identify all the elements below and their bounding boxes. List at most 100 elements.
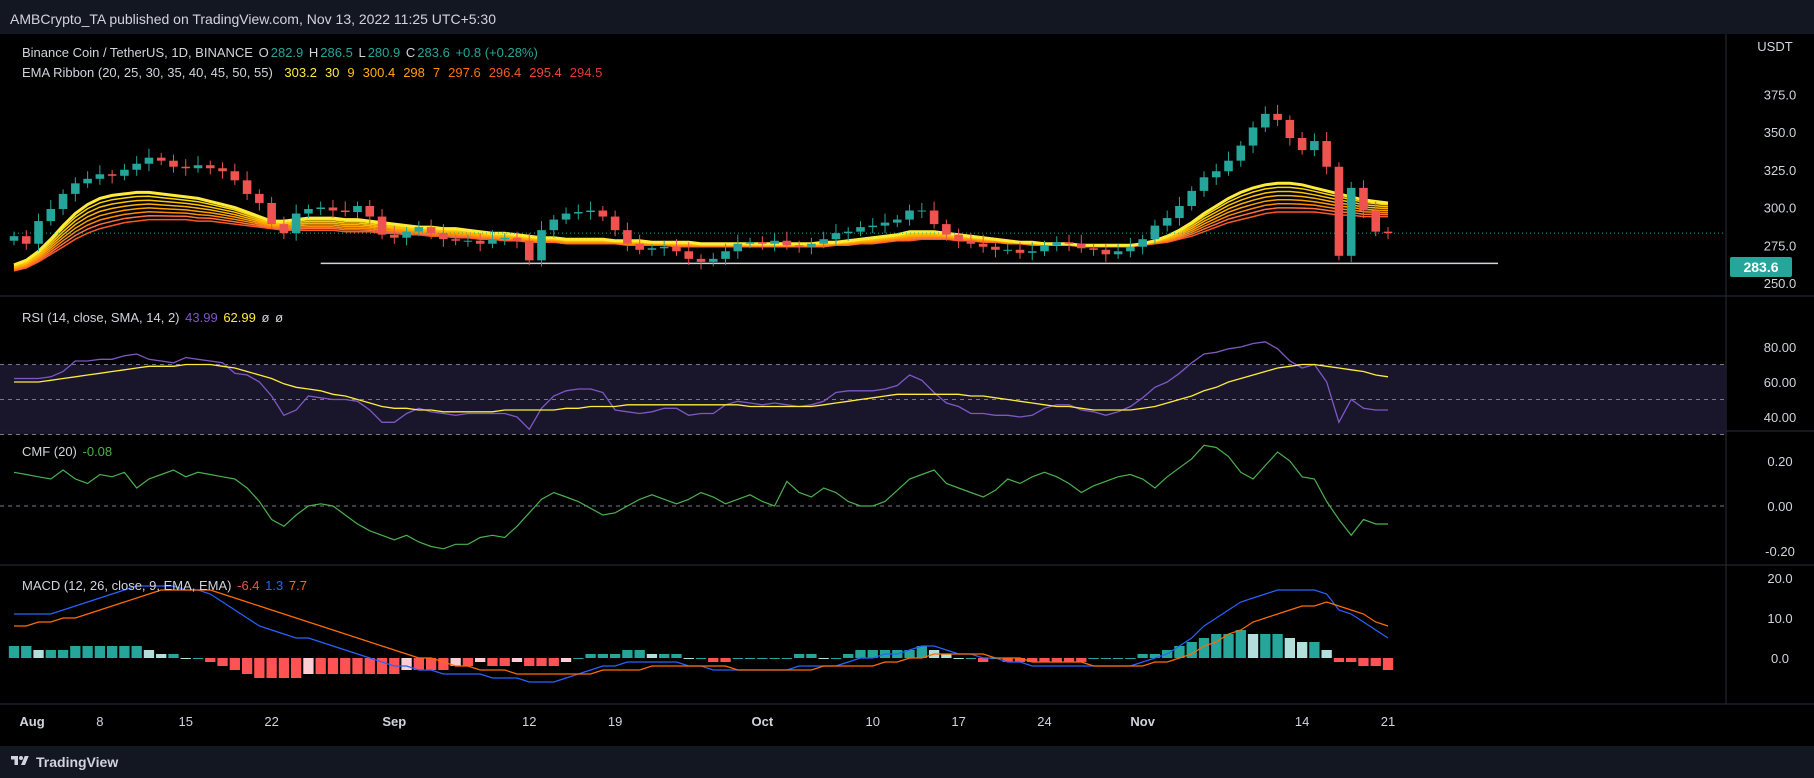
candle-body xyxy=(1077,243,1086,249)
macd-histogram-bar xyxy=(340,658,351,674)
macd-axis-tick: 20.0 xyxy=(1767,571,1792,586)
candle-body xyxy=(169,160,178,167)
rsi-sma-value: 62.99 xyxy=(223,310,256,325)
macd-histogram-bar xyxy=(82,646,93,658)
ema-ribbon-value: 303.2 xyxy=(284,65,317,80)
macd-histogram-bar xyxy=(119,646,130,658)
macd-histogram-bar xyxy=(793,654,805,658)
candle-body xyxy=(120,169,129,176)
candle-body xyxy=(1175,205,1184,219)
macd-histogram-bar xyxy=(168,654,179,658)
macd-histogram-bar xyxy=(806,654,817,658)
candle-body xyxy=(561,213,571,220)
macd-histogram-bar xyxy=(315,658,326,674)
rsi-extra-1: ø xyxy=(261,310,270,325)
macd-histogram-bar xyxy=(1149,654,1161,658)
cmf-label[interactable]: CMF (20) xyxy=(22,444,77,459)
macd-histogram-bar xyxy=(1370,658,1381,666)
macd-histogram-bar xyxy=(1088,658,1099,659)
macd-histogram-bar xyxy=(757,658,768,659)
close-value: 283.6 xyxy=(417,45,450,60)
candle-body xyxy=(230,171,240,181)
chart-svg[interactable]: 375.0350.0325.0300.0275.0250.0USDT80.006… xyxy=(0,34,1814,746)
macd-histogram-bar xyxy=(1223,634,1234,658)
candle-body xyxy=(1027,251,1037,253)
ema-ribbon-legend: EMA Ribbon (20, 25, 30, 35, 40, 45, 50, … xyxy=(22,65,606,80)
candle-body xyxy=(537,230,546,261)
low-label: L xyxy=(358,45,366,60)
candle-body xyxy=(905,210,914,220)
candle-body xyxy=(1371,210,1381,232)
candle-body xyxy=(463,240,473,242)
candle-body xyxy=(353,205,362,213)
macd-histogram-bar xyxy=(953,658,964,659)
macd-histogram-bar xyxy=(548,658,559,666)
ema-ribbon-values: 303.2 30 9 300.4 298 7 297.6 296.4 295.4 294.5 xyxy=(278,65,604,80)
macd-histogram-bar xyxy=(659,654,670,658)
candle-body xyxy=(340,210,350,213)
time-axis-tick: 19 xyxy=(608,714,622,729)
macd-histogram-bar xyxy=(266,658,277,678)
candle-body xyxy=(1126,246,1135,252)
macd-histogram-bar xyxy=(1333,658,1345,662)
candle-body xyxy=(107,174,117,176)
macd-histogram-bar xyxy=(156,654,167,658)
candle-body xyxy=(659,246,669,249)
candle-body xyxy=(95,174,105,179)
macd-histogram-bar xyxy=(192,658,204,659)
candle-body xyxy=(291,213,301,234)
candle-body xyxy=(770,240,779,244)
rsi-value: 43.99 xyxy=(185,310,218,325)
publish-info-text: AMBCrypto_TA published on TradingView.co… xyxy=(10,11,497,27)
candle-body xyxy=(1224,160,1233,172)
candle-body xyxy=(1334,166,1344,256)
macd-histogram-bar xyxy=(597,654,609,658)
macd-histogram-bar xyxy=(291,658,302,678)
candle-body xyxy=(684,251,694,259)
candle-body xyxy=(132,163,141,170)
macd-histogram-bar xyxy=(1027,658,1038,662)
time-axis-tick: 21 xyxy=(1381,714,1395,729)
time-axis-tick: 10 xyxy=(866,714,880,729)
macd-histogram-bar xyxy=(1382,658,1394,670)
macd-histogram-bar xyxy=(1063,658,1075,662)
candle-body xyxy=(978,243,988,247)
macd-histogram-bar xyxy=(1014,658,1026,662)
candle-body xyxy=(942,224,951,235)
macd-histogram-bar xyxy=(609,654,621,658)
candle-body xyxy=(831,233,841,240)
price-axis-tick: 250.0 xyxy=(1764,276,1797,291)
macd-histogram-bar xyxy=(720,658,731,662)
macd-label[interactable]: MACD (12, 26, close, 9, EMA, EMA) xyxy=(22,578,232,593)
macd-histogram-bar xyxy=(205,658,216,662)
candle-body xyxy=(1199,177,1209,191)
time-axis-tick: 12 xyxy=(522,714,536,729)
cmf-axis-tick: 0.20 xyxy=(1767,454,1792,469)
rsi-label[interactable]: RSI (14, close, SMA, 14, 2) xyxy=(22,310,180,325)
candle-body xyxy=(21,236,31,244)
candle-body xyxy=(586,210,595,213)
candle-body xyxy=(316,207,325,210)
macd-histogram-bar xyxy=(21,646,32,658)
tradingview-logo-icon xyxy=(11,756,29,765)
symbol-title[interactable]: Binance Coin / TetherUS, 1D, BINANCE xyxy=(22,45,253,60)
candle-body xyxy=(1236,145,1246,161)
publish-header: AMBCrypto_TA published on TradingView.co… xyxy=(0,0,1814,40)
candle-body xyxy=(451,239,460,241)
price-legend: Binance Coin / TetherUS, 1D, BINANCE O 28… xyxy=(22,45,540,60)
tradingview-brand: TradingView xyxy=(36,754,119,770)
macd-histogram-bar xyxy=(1137,654,1148,658)
candle-body xyxy=(1297,138,1307,151)
candle-body xyxy=(414,227,424,232)
macd-histogram-bar xyxy=(475,658,486,662)
candle-body xyxy=(954,234,963,241)
ema-ribbon-label[interactable]: EMA Ribbon (20, 25, 30, 35, 40, 45, 50, … xyxy=(22,65,273,80)
macd-histogram-bar xyxy=(867,650,878,658)
chart-frame[interactable]: 375.0 350.0 325.0 300.0 275.0 250.0 USDT 80.00 6… xyxy=(0,34,1814,746)
macd-histogram-bar xyxy=(106,646,118,658)
macd-histogram-bar xyxy=(560,658,572,662)
macd-histogram-bar xyxy=(131,646,142,658)
time-axis-tick: 22 xyxy=(264,714,278,729)
rsi-legend: RSI (14, close, SMA, 14, 2) 43.99 62.99 … xyxy=(22,310,285,325)
macd-histogram-bar xyxy=(1284,638,1296,658)
